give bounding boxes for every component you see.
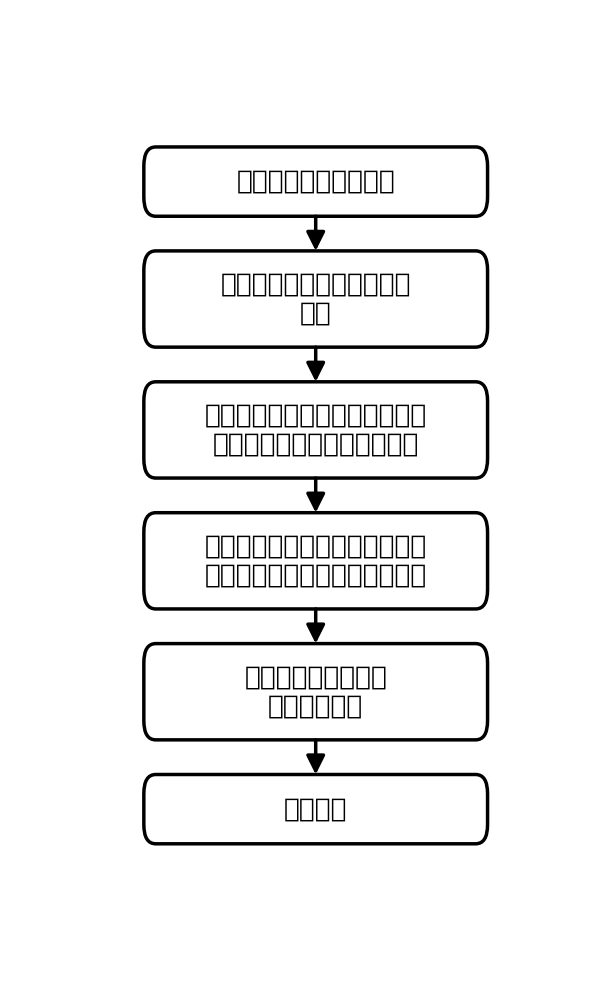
FancyBboxPatch shape	[144, 382, 488, 478]
FancyBboxPatch shape	[144, 147, 488, 216]
Text: 路径优化，消除路径: 路径优化，消除路径	[245, 664, 387, 690]
Text: 生成非连续的双锯齿状填充: 生成非连续的双锯齿状填充	[221, 271, 411, 297]
Text: 统计轮廓路径与局部连续路径的: 统计轮廓路径与局部连续路径的	[205, 533, 427, 559]
Text: 路径优化: 路径优化	[284, 796, 347, 822]
Text: 碰撞和急转弯: 碰撞和急转弯	[268, 693, 363, 719]
FancyBboxPatch shape	[144, 644, 488, 740]
Text: 任意二维拓扑连通区域: 任意二维拓扑连通区域	[237, 169, 395, 195]
FancyBboxPatch shape	[144, 513, 488, 609]
Text: 路径: 路径	[300, 301, 331, 327]
Text: 统计直线路径的可连接关系，构: 统计直线路径的可连接关系，构	[205, 402, 427, 428]
FancyBboxPatch shape	[144, 251, 488, 347]
Text: 建连通树，生成局部连续路径: 建连通树，生成局部连续路径	[213, 432, 419, 458]
Text: 可连接关系，生成全局连续路径: 可连接关系，生成全局连续路径	[205, 562, 427, 588]
FancyBboxPatch shape	[144, 775, 488, 844]
